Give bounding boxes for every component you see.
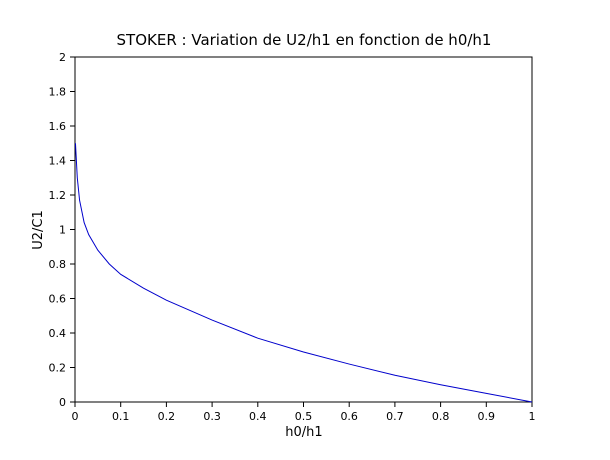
- y-tick-label: 1: [59, 224, 66, 237]
- y-tick-label: 1.6: [49, 120, 67, 133]
- x-tick-label: 0.2: [158, 410, 176, 423]
- x-tick-label: 0: [72, 410, 79, 423]
- x-tick-label: 0.7: [386, 410, 404, 423]
- data-line: [74, 143, 533, 403]
- x-tick-label: 0.8: [432, 410, 450, 423]
- chart-title: STOKER : Variation de U2/h1 en fonction …: [117, 31, 492, 49]
- x-tick-label: 0.3: [203, 410, 221, 423]
- y-tick-label: 0.4: [49, 327, 67, 340]
- plot-frame: [74, 56, 533, 403]
- x-tick-label: 1: [529, 410, 536, 423]
- y-tick-label: 0.6: [49, 293, 67, 306]
- y-tick-label: 1.8: [49, 86, 67, 99]
- x-tick-label: 0.4: [249, 410, 267, 423]
- y-tick-label: 0.2: [49, 362, 67, 375]
- x-tick-label: 0.6: [340, 410, 358, 423]
- x-tick-label: 0.9: [478, 410, 496, 423]
- x-tick-label: 0.5: [295, 410, 313, 423]
- y-tick-label: 0: [59, 396, 66, 409]
- y-tick-label: 2: [59, 51, 66, 64]
- x-tick-label: 0.1: [112, 410, 130, 423]
- x-axis-label: h0/h1: [285, 425, 322, 440]
- y-tick-label: 1.2: [49, 189, 67, 202]
- y-tick-label: 0.8: [49, 258, 67, 271]
- y-axis-label: U2/C1: [31, 210, 46, 250]
- y-tick-label: 1.4: [49, 155, 67, 168]
